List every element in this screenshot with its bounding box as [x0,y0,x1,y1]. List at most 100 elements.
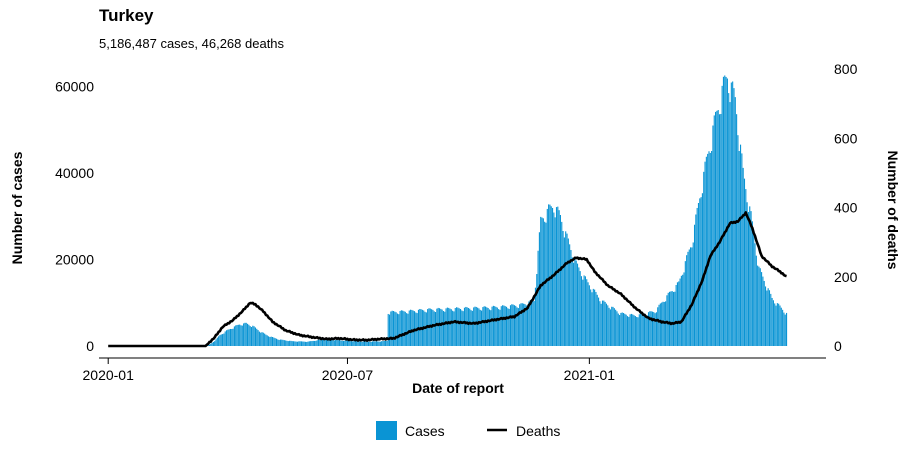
cases-bar [707,153,709,346]
cases-bar [622,313,625,346]
cases-bar [495,306,497,346]
cases-bar [450,309,452,346]
cases-bar [558,210,560,346]
cases-bar [549,204,551,346]
cases-bar [478,308,480,346]
cases-bar [434,312,437,346]
cases-bar [285,340,287,346]
cases-bar [403,311,405,346]
cases-bar [691,247,693,346]
cases-bar [630,313,632,346]
cases-bar [784,314,786,346]
cases-bar [482,307,484,346]
cases-bar [250,327,253,346]
cases-bar [778,303,780,346]
y-right-tick-label: 400 [834,200,858,216]
cases-bar [453,311,455,346]
cases-bar [587,282,589,346]
cases-bar [625,314,627,346]
cases-bar [779,305,781,346]
cases-bar [436,308,438,346]
cases-bar [317,339,320,346]
cases-bar [565,231,567,346]
cases-bar [695,214,697,346]
cases-bar [463,307,466,346]
cases-bar [716,110,718,346]
cases-bar [268,336,270,346]
cases-bar [629,314,631,346]
cases-bar [475,306,477,346]
cases-bar [257,330,259,346]
cases-bar [782,309,784,346]
cases-bars [204,75,788,347]
cases-bar [525,305,527,346]
cases-bar [432,309,434,346]
cases-bar [667,292,669,346]
cases-bar [737,135,739,346]
cases-bar [222,334,224,346]
cases-bar [701,193,703,346]
cases-bar [605,303,608,346]
cases-bar [659,303,661,346]
cases-bar [516,307,518,346]
cases-bar [515,305,517,346]
cases-bar [672,291,675,346]
cases-bar [566,233,568,346]
cases-bar [332,340,334,346]
cases-bar [320,339,322,346]
cases-bar [749,206,751,346]
cases-bar [751,221,753,346]
cases-bar [396,313,398,346]
cases-bar [508,308,510,346]
cases-bar [440,308,442,346]
cases-bar [215,339,217,346]
cases-bar [356,341,358,346]
cases-bar [670,291,672,346]
cases-bar [391,310,393,346]
cases-bar [240,325,242,346]
cases-bar [296,341,299,346]
cases-bar [466,307,468,346]
cases-bar [757,265,759,346]
cases-bar [583,275,585,346]
cases-bar [700,197,702,346]
cases-bar [783,312,785,346]
cases-bar [262,332,264,346]
cases-bar [503,305,505,346]
cases-bar [310,341,312,346]
cases-bar [279,339,281,346]
cases-bar [448,307,450,346]
cases-bar [641,313,643,346]
cases-bar [437,307,439,346]
cases-bar [683,272,685,346]
cases-bar [759,268,761,346]
cases-bar [697,203,700,346]
cases-bar [650,311,652,346]
cases-bar [362,341,364,346]
cases-bar [709,152,711,346]
cases-bar [604,301,606,346]
cases-bar [715,111,717,346]
cases-bar [669,291,671,346]
cases-bar [258,331,260,346]
cases-bar [290,340,292,346]
cases-bar [479,309,481,346]
cases-bar [592,288,594,346]
cases-bar [741,153,743,346]
cases-bar [688,249,690,346]
x-tick-label: 2021-01 [564,367,616,383]
cases-bar [253,326,255,346]
cases-bar [570,250,572,346]
cases-bar [529,300,531,346]
cases-bar [444,311,446,346]
cases-bar [753,232,755,346]
cases-bar [411,309,413,346]
cases-bar [653,312,655,346]
cases-bar [390,311,392,346]
cases-bar [612,306,614,346]
cases-bar [371,341,374,346]
cases-bar [312,340,314,346]
cases-bar [736,114,738,347]
x-tick-label: 2020-07 [322,367,374,383]
cases-bar [293,341,295,346]
